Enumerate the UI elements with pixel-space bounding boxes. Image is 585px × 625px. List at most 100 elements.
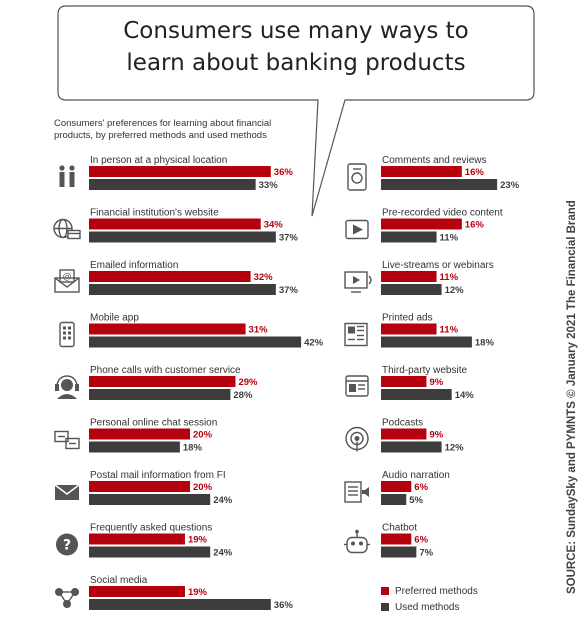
- value-label-used: 12%: [445, 285, 465, 296]
- bar-preferred: [89, 428, 190, 440]
- bar-used: [89, 546, 211, 558]
- category-mobile-app: Mobile app 31% 42%: [59, 313, 324, 349]
- category-label: Mobile app: [90, 313, 139, 324]
- value-label-used: 14%: [455, 390, 475, 401]
- value-label-used: 24%: [213, 495, 233, 506]
- bar-used: [381, 336, 472, 348]
- bar-preferred: [381, 323, 437, 335]
- value-label-used: 33%: [259, 180, 279, 191]
- category-emailed-information: @ Emailed information 32% 37%: [54, 260, 299, 296]
- bar-preferred: [381, 533, 412, 545]
- mobile-app-icon: [59, 321, 75, 348]
- bar-used: [89, 441, 180, 453]
- svg-text:@: @: [63, 272, 72, 282]
- category-label: Pre-recorded video content: [382, 208, 503, 219]
- bar-used: [89, 231, 276, 243]
- legend-preferred-swatch: [381, 587, 389, 595]
- bar-used: [381, 441, 442, 453]
- source-credit: SOURCE: SundaySky and PYMNTS © January 2…: [566, 200, 578, 594]
- bar-used: [89, 336, 302, 348]
- value-label-preferred: 29%: [238, 377, 258, 388]
- category-label: Printed ads: [382, 313, 433, 324]
- category-in-person-at-a-physical-location: In person at a physical location 36% 33%: [59, 155, 293, 191]
- value-label-used: 37%: [279, 285, 299, 296]
- value-label-preferred: 16%: [465, 167, 485, 178]
- bar-preferred: [381, 271, 437, 282]
- bar-preferred: [89, 586, 185, 597]
- category-label: Frequently asked questions: [90, 523, 212, 534]
- category-label: Chatbot: [382, 523, 417, 534]
- bar-used: [381, 231, 437, 243]
- value-label-preferred: 20%: [193, 482, 213, 493]
- reviews-icon: [347, 163, 367, 191]
- value-label-used: 7%: [419, 548, 433, 559]
- category-social-media: Social media 19% 36%: [55, 575, 293, 611]
- question-icon: ?: [56, 533, 78, 556]
- value-label-used: 23%: [500, 180, 520, 191]
- email-icon: @: [54, 269, 80, 293]
- podcast-icon: [345, 426, 369, 452]
- chart-title-line-1: Consumers use many ways to: [123, 18, 469, 44]
- value-label-used: 36%: [274, 600, 294, 611]
- value-label-used: 24%: [213, 548, 233, 559]
- legend-used-swatch: [381, 603, 389, 611]
- video-play-icon: [345, 219, 369, 240]
- bar-used: [381, 179, 498, 190]
- bar-preferred: [89, 323, 246, 335]
- category-label: Audio narration: [382, 470, 450, 481]
- bar-preferred: [381, 428, 427, 440]
- bar-preferred: [89, 166, 271, 177]
- value-label-preferred: 9%: [429, 430, 443, 441]
- category-label: Financial institution's website: [90, 208, 219, 219]
- value-label-preferred: 32%: [254, 272, 274, 283]
- value-label-used: 37%: [279, 233, 299, 244]
- value-label-used: 5%: [409, 495, 423, 506]
- livestream-icon: [344, 271, 372, 293]
- value-label-preferred: 20%: [193, 430, 213, 441]
- audio-narration-icon: [344, 481, 369, 503]
- social-network-icon: [55, 588, 79, 608]
- bar-preferred: [89, 481, 190, 492]
- bar-preferred: [381, 481, 412, 492]
- bar-used: [381, 284, 442, 295]
- value-label-preferred: 11%: [440, 272, 459, 283]
- value-label-used: 11%: [440, 233, 459, 244]
- chart-title-line-2: learn about banking products: [126, 50, 466, 76]
- legend-preferred-label: Preferred methods: [395, 586, 478, 597]
- bar-used: [381, 494, 407, 505]
- globe-web-icon: [53, 218, 81, 240]
- chat-bubbles-icon: [54, 430, 80, 450]
- value-label-preferred: 9%: [429, 377, 443, 388]
- category-label: Phone calls with customer service: [90, 365, 241, 376]
- bar-used: [89, 179, 256, 190]
- legend-used: Used methods: [381, 602, 459, 613]
- bar-used: [381, 546, 417, 558]
- people-icon: [59, 165, 75, 187]
- bar-preferred: [89, 271, 251, 282]
- value-label-preferred: 19%: [188, 535, 208, 546]
- value-label-used: 18%: [475, 338, 495, 349]
- chart-subtitle-line-1: Consumers' preferences for learning abou…: [54, 118, 272, 129]
- value-label-preferred: 19%: [188, 587, 208, 598]
- category-printed-ads: Printed ads 11% 18%: [344, 313, 495, 349]
- value-label-used: 42%: [304, 338, 324, 349]
- bar-used: [89, 599, 271, 610]
- bar-preferred: [89, 533, 185, 545]
- category-label: Personal online chat session: [90, 418, 217, 429]
- value-label-preferred: 16%: [465, 220, 485, 231]
- bar-preferred: [89, 218, 261, 230]
- browser-window-icon: [345, 375, 369, 397]
- category-label: Social media: [90, 575, 148, 586]
- category-label: Live-streams or webinars: [382, 260, 494, 271]
- value-label-preferred: 6%: [414, 482, 428, 493]
- bar-used: [381, 389, 452, 400]
- value-label-preferred: 34%: [264, 220, 284, 231]
- category-label: Emailed information: [90, 260, 178, 271]
